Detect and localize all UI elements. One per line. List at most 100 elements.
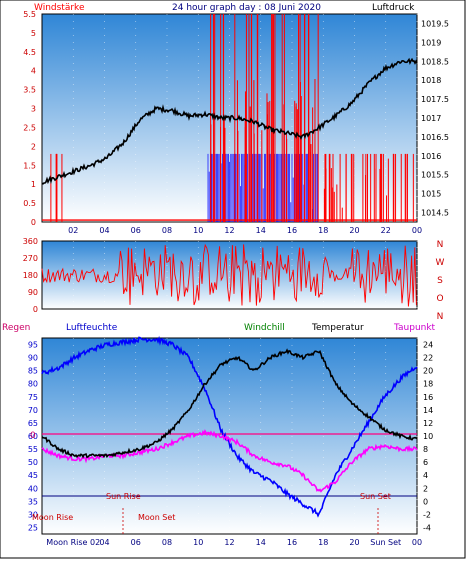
wind-tick-label: 1	[31, 180, 36, 189]
pressure-tick-label: 1018	[421, 76, 441, 85]
bottom-time-tick-label: 14	[256, 538, 266, 547]
temperature-tick-label: 14	[423, 406, 433, 415]
time-tick-label: 10	[193, 226, 203, 235]
luftfeuchte-label: Luftfeuchte	[66, 323, 118, 333]
bottom-time-tick-label: 06	[131, 538, 141, 547]
humidity-tick-label: 60	[28, 432, 38, 441]
sun-set-label: Sun Set	[360, 492, 391, 501]
temperature-tick-label: 16	[423, 393, 433, 402]
wind-tick-label: 2	[31, 142, 36, 151]
bottom-time-tick-label: 18	[318, 538, 328, 547]
bottom-time-tick-label: 20	[349, 538, 359, 547]
moon-set-label: Moon Set	[138, 513, 175, 522]
pressure-tick-label: 1015	[421, 190, 441, 199]
humidity-tick-label: 25	[28, 523, 38, 532]
humidity-tick-label: 65	[28, 419, 38, 428]
direction-tick-label: 180	[23, 271, 38, 280]
sun-rise-label: Sun Rise	[106, 492, 141, 501]
bottom-time-tick-label: Moon Rise 02	[46, 538, 100, 547]
pressure-tick-label: 1019.5	[421, 19, 449, 28]
time-tick-label: 14	[256, 226, 266, 235]
humidity-tick-label: 90	[28, 354, 38, 363]
bottom-time-tick-label: 04	[99, 538, 109, 547]
time-tick-label: 18	[318, 226, 328, 235]
bottom-time-tick-label: Sun Set	[370, 538, 401, 547]
time-tick-label: 16	[287, 226, 297, 235]
humidity-tick-label: 50	[28, 458, 38, 467]
direction-tick-label: 0	[33, 305, 38, 314]
humidity-tick-label: 40	[28, 484, 38, 493]
time-tick-label: 02	[68, 226, 78, 235]
bottom-time-tick-label: 10	[193, 538, 203, 547]
temperature-tick-label: 22	[423, 354, 433, 363]
wind-direction-line	[41, 243, 417, 307]
bottom-time-tick-label: 00	[412, 538, 422, 547]
wind-tick-label: 1.5	[23, 161, 36, 170]
wind-tick-label: 5	[31, 29, 36, 38]
compass-label: O	[436, 294, 443, 304]
compass-label: N	[437, 312, 444, 322]
wind-tick-label: 5.5	[23, 10, 36, 19]
humidity-tick-label: 75	[28, 393, 38, 402]
time-tick-label: 04	[99, 226, 109, 235]
pressure-tick-label: 1018.5	[421, 57, 449, 66]
pressure-tick-label: 1014.5	[421, 209, 449, 218]
pressure-tick-label: 1017.5	[421, 95, 449, 104]
bottom-time-tick-label: 16	[287, 538, 297, 547]
time-tick-label: 08	[162, 226, 172, 235]
humidity-tick-label: 55	[28, 445, 38, 454]
humidity-tick-label: 70	[28, 406, 38, 415]
temperature-tick-label: 6	[423, 458, 428, 467]
pressure-tick-label: 1016	[421, 152, 441, 161]
moon-rise-label: Moon Rise	[32, 513, 73, 522]
regen-label: Regen	[2, 323, 30, 333]
pressure-tick-label: 1019	[421, 38, 441, 47]
temperature-tick-label: -4	[423, 523, 431, 532]
humidity-tick-label: 30	[28, 510, 38, 519]
compass-label: N	[437, 240, 444, 250]
graph-title: 24 hour graph day : 08 Juni 2020	[172, 3, 321, 13]
temperature-tick-label: 0	[423, 497, 428, 506]
temperature-tick-label: 24	[423, 341, 433, 350]
bottom-time-tick-label: 08	[162, 538, 172, 547]
pressure-tick-label: 1017	[421, 114, 441, 123]
humidity-line	[41, 335, 418, 518]
wind-tick-label: 3.5	[23, 86, 36, 95]
temperature-tick-label: 12	[423, 419, 433, 428]
direction-tick-label: 270	[23, 254, 38, 263]
humidity-tick-label: 85	[28, 367, 38, 376]
time-tick-label: 00	[412, 226, 422, 235]
pressure-line	[41, 57, 418, 185]
temperature-tick-label: 18	[423, 380, 433, 389]
temperature-tick-label: 10	[423, 432, 433, 441]
wind-tick-label: 2.5	[23, 123, 36, 132]
time-tick-label: 22	[381, 226, 391, 235]
compass-label: W	[436, 258, 445, 268]
time-tick-label: 12	[224, 226, 234, 235]
temperature-tick-label: -2	[423, 510, 431, 519]
humidity-tick-label: 95	[28, 341, 38, 350]
direction-tick-label: 360	[23, 237, 38, 246]
rain-zero-label: 0	[30, 431, 36, 441]
humidity-tick-label: 45	[28, 471, 38, 480]
pressure-tick-label: 1015.5	[421, 171, 449, 180]
compass-label: S	[437, 276, 443, 286]
humidity-tick-label: 80	[28, 380, 38, 389]
temperature-line	[41, 348, 418, 459]
wind-tick-label: 0.5	[23, 199, 36, 208]
taupunkt-label: Taupunkt	[393, 323, 436, 333]
temperature-tick-label: 20	[423, 367, 433, 376]
pressure-tick-label: 1016.5	[421, 133, 449, 142]
humidity-tick-label: 35	[28, 497, 38, 506]
temperatur-label: Temperatur	[311, 323, 364, 333]
pressure-title: Luftdruck	[372, 3, 415, 13]
time-tick-label: 20	[349, 226, 359, 235]
bottom-time-tick-label: 12	[224, 538, 234, 547]
wind-title: Windstärke	[34, 3, 85, 13]
windchill-label: Windchill	[244, 323, 285, 333]
temperature-tick-label: 2	[423, 484, 428, 493]
wind-tick-label: 3	[31, 105, 36, 114]
direction-tick-label: 90	[28, 288, 38, 297]
